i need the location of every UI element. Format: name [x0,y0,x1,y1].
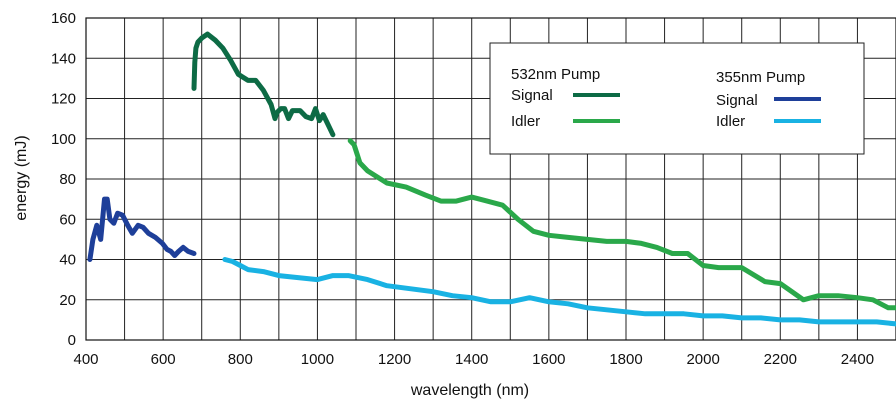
series-line-355-idler [222,257,896,327]
y-tick-label: 20 [59,292,76,309]
series-layer [87,31,896,327]
y-axis-label: energy (mJ) [13,135,30,220]
y-tick-label: 100 [51,131,76,148]
series-line-532-signal [191,31,336,138]
x-tick-label: 1000 [301,351,334,368]
x-axis-ticks: 400 600 800 1000 1200 1400 1600 1800 2000 2200 240… [73,351,874,368]
x-tick-label: 800 [228,351,253,368]
series-line-355-signal [87,196,197,262]
x-tick-label: 1600 [532,351,565,368]
x-tick-label: 1200 [378,351,411,368]
legend-group-title-355: 355nm Pump [716,69,805,86]
plot-frame [85,17,896,341]
x-tick-label: 600 [151,351,176,368]
legend-entry-355-signal: Signal [716,92,758,109]
y-tick-label: 60 [59,211,76,228]
legend-entry-532-idler: Idler [511,113,540,130]
legend-entry-355-idler: Idler [716,113,745,130]
x-tick-label: 400 [73,351,98,368]
legend-entry-532-signal: Signal [511,87,553,104]
y-tick-label: 140 [51,50,76,67]
y-tick-label: 80 [59,171,76,188]
y-tick-label: 0 [68,332,76,349]
plot-border [85,17,896,341]
series-line-532-idler [347,138,896,311]
x-tick-label: 2000 [686,351,719,368]
y-axis-ticks: 0 20 40 60 80 100 120 140 160 [51,10,76,349]
legend-group-title-532: 532nm Pump [511,66,600,83]
x-tick-label: 1400 [455,351,488,368]
y-tick-label: 40 [59,252,76,269]
x-axis-label: wavelength (nm) [410,382,529,399]
y-tick-label: 160 [51,10,76,27]
x-tick-label: 1800 [609,351,642,368]
legend: 532nm Pump Signal Idler 355nm Pump Signa… [489,42,865,155]
x-tick-label: 2200 [764,351,797,368]
y-tick-label: 120 [51,91,76,108]
x-tick-label: 2400 [841,351,874,368]
